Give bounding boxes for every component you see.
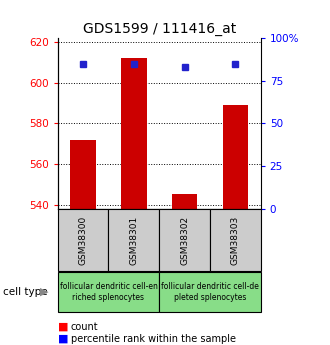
Text: GSM38302: GSM38302 [180, 216, 189, 265]
Bar [70, 140, 96, 209]
Text: GSM38301: GSM38301 [129, 216, 138, 265]
Text: ■: ■ [58, 322, 68, 332]
Text: ▶: ▶ [40, 287, 49, 297]
Bar [121, 58, 147, 209]
Text: GSM38303: GSM38303 [231, 216, 240, 265]
Text: count: count [71, 322, 99, 332]
Text: GSM38300: GSM38300 [79, 216, 88, 265]
Text: cell type: cell type [3, 287, 48, 297]
Text: follicular dendritic cell-de
pleted splenocytes: follicular dendritic cell-de pleted sple… [161, 282, 259, 302]
Bar [172, 195, 197, 209]
Text: follicular dendritic cell-en
riched splenocytes: follicular dendritic cell-en riched sple… [59, 282, 157, 302]
Bar [223, 105, 248, 209]
Text: ■: ■ [58, 334, 68, 344]
Text: percentile rank within the sample: percentile rank within the sample [71, 334, 236, 344]
Title: GDS1599 / 111416_at: GDS1599 / 111416_at [82, 21, 236, 36]
